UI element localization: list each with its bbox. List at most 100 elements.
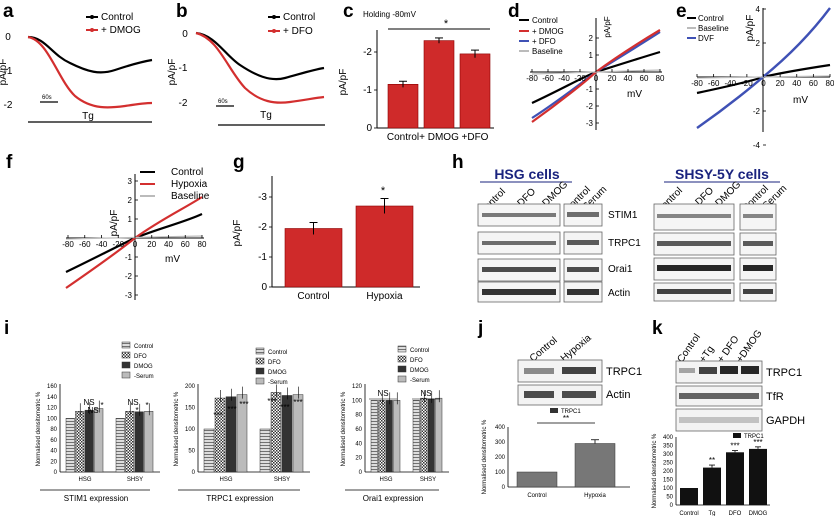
x-tick-label: Control — [297, 291, 329, 302]
y-tick-label: 400 — [663, 435, 674, 441]
blot-band — [567, 267, 599, 272]
panel-label-f: f — [6, 152, 13, 173]
bar — [516, 471, 558, 488]
sig-marker: *** — [213, 411, 222, 420]
sig-marker: * — [100, 401, 103, 410]
panel-h: h HSG cells SHSY-5Y cells Control + DFO … — [452, 152, 789, 303]
legend-swatch — [121, 361, 131, 369]
trace-control — [27, 35, 153, 74]
x-tick-label: -20 — [741, 79, 753, 88]
x-tick-label: DMOG — [749, 511, 768, 516]
x-tick-label: -80 — [526, 74, 538, 83]
y-tick-label: 60 — [50, 438, 57, 444]
blot-band — [567, 240, 599, 245]
ytick: -2 — [179, 98, 188, 109]
x-tick-label: Control — [679, 511, 698, 516]
y-tick-label: -3 — [125, 291, 133, 300]
bar-dmog — [225, 396, 237, 473]
x-tick-label: -40 — [724, 79, 736, 88]
y-tick-label: 0 — [366, 123, 372, 134]
x-tick-label: 60 — [640, 74, 649, 83]
legend-item: DFO — [134, 354, 147, 360]
legend-swatch — [733, 433, 741, 438]
blot-band — [482, 289, 556, 295]
bar-dfo — [125, 411, 135, 473]
y-tick-label: 2 — [589, 34, 594, 43]
bar — [703, 467, 721, 505]
legend-swatch — [255, 347, 265, 355]
x-tick-label: 0 — [594, 74, 599, 83]
y-tick-label: 200 — [495, 455, 506, 461]
sig-marker: NS — [87, 406, 98, 415]
tg-label: Tg — [82, 111, 94, 122]
blot-band — [657, 214, 731, 218]
legend-marker — [90, 15, 94, 19]
sig-marker: ** — [563, 414, 569, 423]
y-tick-label: 100 — [185, 427, 196, 433]
bar-dmog — [281, 395, 293, 473]
bar — [749, 448, 767, 505]
x-tick-label: Hypoxia — [366, 291, 403, 302]
sig-marker: NS — [377, 389, 388, 398]
group-label: SHSY — [420, 477, 436, 483]
trace-dmog — [27, 35, 153, 109]
legend-swatch — [121, 371, 131, 379]
blot-band — [679, 417, 759, 423]
y-tick-label: 300 — [663, 452, 674, 458]
blot-band — [657, 265, 731, 271]
y-tick-label: 350 — [663, 444, 674, 450]
legend-item: DMOG — [134, 364, 153, 370]
protein-label: TRPC1 — [766, 367, 802, 379]
panel-label-a: a — [3, 1, 14, 22]
y-tick-label: -4 — [753, 141, 761, 150]
y-tick-label: 100 — [352, 398, 363, 404]
legend-item: DVF — [698, 34, 714, 43]
y-tick-label: 80 — [355, 413, 362, 419]
y-tick-label: 140 — [47, 395, 58, 401]
y-tick-label: 200 — [185, 384, 196, 390]
blot-band — [482, 213, 556, 217]
blot-band — [562, 391, 596, 398]
legend-item: Control — [532, 16, 558, 25]
protein-label: GAPDH — [766, 415, 805, 427]
blot-strip — [517, 359, 603, 383]
panel-label-k: k — [652, 318, 663, 339]
x-tick-label: -20 — [112, 240, 124, 249]
x-tick-label: 0 — [761, 79, 766, 88]
panel-c: c Holding -80mV * pA/pF -2 -1 0 Control + DM… — [338, 1, 494, 143]
legend-control: Control — [101, 12, 133, 23]
legend-control: Control — [283, 12, 315, 23]
x-tick-label: 60 — [809, 79, 818, 88]
bar-dfo — [420, 397, 428, 473]
legend-item: DMOG — [410, 368, 429, 374]
y-axis-label: pA/pF — [745, 15, 756, 42]
sig-marker: *** — [280, 403, 289, 412]
legend-item: Baseline — [698, 24, 729, 33]
x-axis-label: mV — [627, 89, 642, 100]
ytick: 0 — [182, 29, 188, 40]
y-tick-label: 40 — [50, 449, 57, 455]
legend-item: DMOG — [268, 370, 287, 376]
y-tick-label: 80 — [50, 427, 57, 433]
sig-marker: *** — [239, 400, 248, 409]
x-tick-label: 20 — [608, 74, 617, 83]
lane-label: +DMOG — [734, 328, 764, 365]
y-tick-label: 250 — [663, 461, 674, 467]
y-tick-label: 150 — [663, 478, 674, 484]
x-tick-label: 0 — [133, 240, 138, 249]
bar — [387, 84, 419, 129]
bar — [574, 443, 616, 488]
trace-dfo — [195, 31, 325, 104]
legend-item: -Serum — [134, 374, 154, 380]
y-tick-label: -2 — [258, 222, 267, 233]
y-tick-label: 20 — [355, 456, 362, 462]
y-tick-label: 0 — [359, 470, 363, 476]
x-tick-label: 40 — [792, 79, 801, 88]
blot-band — [562, 367, 596, 374]
legend-swatch — [121, 341, 131, 349]
bar-control — [115, 418, 125, 473]
x-tick-label: -80 — [691, 79, 703, 88]
panel-k: k Control +Tg + DFO +DMOG TRPC1 TfR GAPD… — [652, 318, 805, 516]
x-tick-label: + DMOG — [419, 132, 459, 143]
